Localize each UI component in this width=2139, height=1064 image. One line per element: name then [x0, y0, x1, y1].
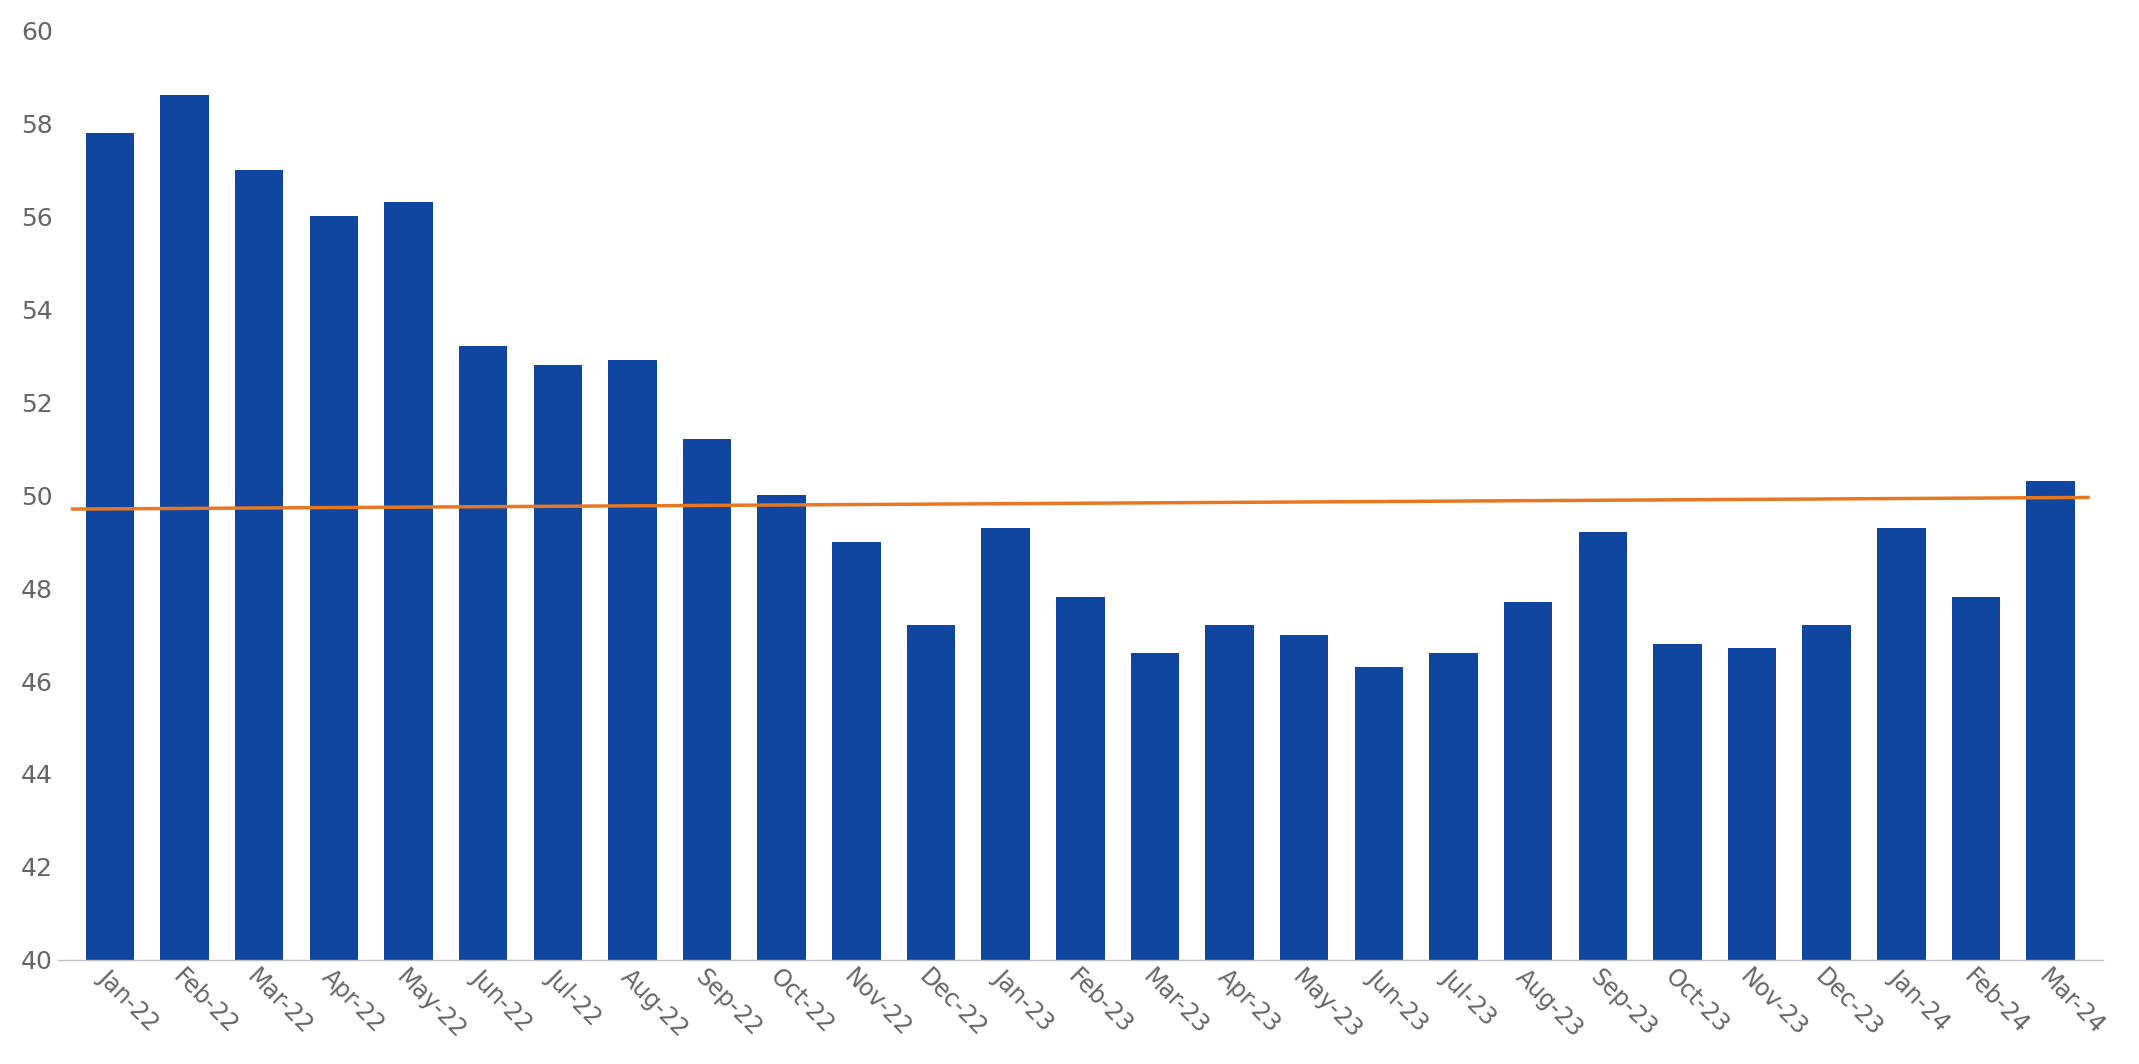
- Bar: [1504, 602, 1553, 960]
- Bar: [1803, 626, 1850, 960]
- Bar: [1204, 626, 1253, 960]
- Bar: [2026, 481, 2075, 960]
- Bar: [235, 170, 284, 960]
- Bar: [1279, 634, 1328, 960]
- Bar: [1429, 653, 1478, 960]
- Bar: [1878, 528, 1925, 960]
- Bar: [310, 216, 357, 960]
- Bar: [832, 542, 881, 960]
- Bar: [682, 439, 732, 960]
- Bar: [533, 365, 582, 960]
- Bar: [385, 202, 432, 960]
- Bar: [160, 96, 210, 960]
- Bar: [757, 495, 806, 960]
- Bar: [86, 133, 135, 960]
- Bar: [1653, 644, 1703, 960]
- Bar: [1951, 597, 2000, 960]
- Bar: [1579, 532, 1628, 960]
- Bar: [982, 528, 1029, 960]
- Bar: [1057, 597, 1104, 960]
- Bar: [1132, 653, 1179, 960]
- Bar: [907, 626, 956, 960]
- Bar: [1354, 667, 1403, 960]
- Bar: [460, 347, 507, 960]
- Bar: [1728, 648, 1775, 960]
- Bar: [607, 361, 657, 960]
